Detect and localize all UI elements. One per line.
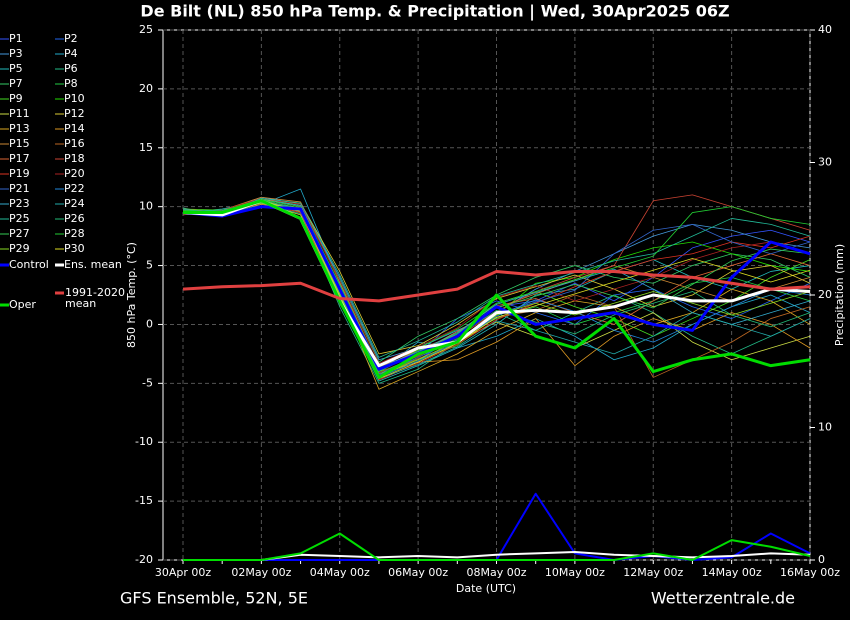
x-tick-label: 02May 00z bbox=[231, 566, 291, 579]
legend-label: Ens. mean bbox=[64, 258, 122, 271]
legend-label: P19 bbox=[9, 167, 30, 180]
series-line bbox=[182, 269, 811, 303]
y-axis-label: 850 hPa Temp. (°C) bbox=[125, 242, 138, 348]
x-tick-label: 04May 00z bbox=[310, 566, 370, 579]
legend-label: P12 bbox=[64, 107, 85, 120]
legend-label: P18 bbox=[64, 152, 85, 165]
legend-label: P29 bbox=[9, 242, 30, 255]
legend-label: P16 bbox=[64, 137, 85, 150]
precip-line bbox=[183, 532, 811, 561]
y2-tick-label: 0 bbox=[818, 553, 825, 566]
legend-label: P17 bbox=[9, 152, 30, 165]
x-tick-label: 08May 00z bbox=[466, 566, 526, 579]
x-tick-label: 14May 00z bbox=[702, 566, 762, 579]
y2-tick-label: 30 bbox=[818, 156, 832, 169]
legend-label: P11 bbox=[9, 107, 30, 120]
legend-label: P6 bbox=[64, 62, 78, 75]
legend-label: P5 bbox=[9, 62, 23, 75]
x-tick-label: 30Apr 00z bbox=[155, 566, 212, 579]
legend-label: P21 bbox=[9, 182, 30, 195]
legend-label: P3 bbox=[9, 47, 23, 60]
legend-label: Control bbox=[9, 258, 49, 271]
x-tick-label: 06May 00z bbox=[388, 566, 448, 579]
legend-label: P23 bbox=[9, 197, 30, 210]
y2-axis-label: Precipitation (mm) bbox=[833, 244, 846, 346]
x-axis-label: Date (UTC) bbox=[456, 582, 516, 595]
y-tick-label: 20 bbox=[139, 82, 153, 95]
x-tick-label: 10May 00z bbox=[545, 566, 605, 579]
legend-label: P22 bbox=[64, 182, 85, 195]
y-tick-label: 25 bbox=[139, 23, 153, 36]
legend-label: P25 bbox=[9, 212, 30, 225]
series-line bbox=[183, 199, 811, 379]
legend-label: Oper bbox=[9, 298, 36, 311]
series-line bbox=[182, 199, 811, 368]
x-tick-label: 16May 00z bbox=[780, 566, 840, 579]
source-note: GFS Ensemble, 52N, 5E bbox=[120, 589, 308, 608]
y-tick-label: 15 bbox=[139, 141, 153, 154]
credit-note: Wetterzentrale.de bbox=[651, 589, 795, 608]
legend-label: P2 bbox=[64, 32, 78, 45]
legend-label: P10 bbox=[64, 92, 85, 105]
legend-label: P14 bbox=[64, 122, 85, 135]
y-tick-label: 0 bbox=[146, 317, 153, 330]
legend-label: P24 bbox=[64, 197, 85, 210]
y-tick-label: -15 bbox=[135, 494, 153, 507]
y2-tick-label: 20 bbox=[818, 288, 832, 301]
legend-label: P27 bbox=[9, 227, 30, 240]
legend-label: P30 bbox=[64, 242, 85, 255]
legend-label: P13 bbox=[9, 122, 30, 135]
legend-label: P15 bbox=[9, 137, 30, 150]
legend-label: P1 bbox=[9, 32, 23, 45]
series-line bbox=[182, 198, 811, 364]
y2-tick-label: 10 bbox=[818, 421, 832, 434]
x-tick-label: 12May 00z bbox=[623, 566, 683, 579]
legend-label: 1991-2020 mean bbox=[65, 286, 125, 310]
legend-label: P7 bbox=[9, 77, 23, 90]
series-line bbox=[182, 201, 811, 375]
legend-label: P4 bbox=[64, 47, 78, 60]
y-tick-label: 10 bbox=[139, 200, 153, 213]
chart-title: De Bilt (NL) 850 hPa Temp. & Precipitati… bbox=[140, 2, 729, 22]
legend-label: P8 bbox=[64, 77, 78, 90]
legend-label: P9 bbox=[9, 92, 23, 105]
y-tick-label: -5 bbox=[142, 376, 153, 389]
y-tick-label: -10 bbox=[135, 435, 153, 448]
legend-label: P28 bbox=[64, 227, 85, 240]
y-tick-label: 5 bbox=[146, 259, 153, 272]
legend-label: P26 bbox=[64, 212, 85, 225]
y2-tick-label: 40 bbox=[818, 23, 832, 36]
legend-label: P20 bbox=[64, 167, 85, 180]
series-line bbox=[182, 205, 811, 371]
y-tick-label: -20 bbox=[135, 553, 153, 566]
